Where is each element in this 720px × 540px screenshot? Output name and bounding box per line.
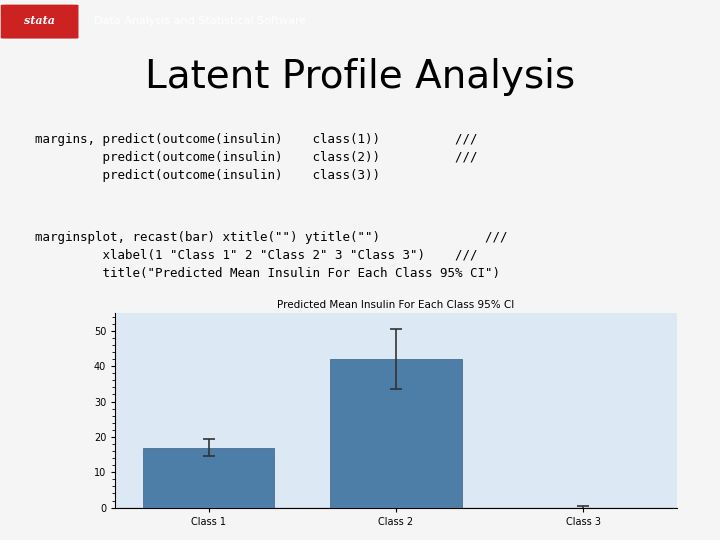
- Text: Data Analysis and Statistical Software: Data Analysis and Statistical Software: [94, 16, 306, 26]
- Bar: [518, 508, 649, 525]
- Text: margins, predict(outcome(insulin)    class(1))          ///
         predict(out: margins, predict(outcome(insulin) class(…: [35, 133, 478, 183]
- Text: stata: stata: [24, 15, 55, 26]
- Text: Latent Profile Analysis: Latent Profile Analysis: [145, 58, 575, 96]
- FancyBboxPatch shape: [0, 4, 79, 39]
- Bar: [330, 359, 462, 508]
- Bar: [143, 448, 274, 508]
- Text: marginsplot, recast(bar) xtitle("") ytitle("")              ///
         xlabel(: marginsplot, recast(bar) xtitle("") ytit…: [35, 231, 508, 280]
- Title: Predicted Mean Insulin For Each Class 95% CI: Predicted Mean Insulin For Each Class 95…: [277, 300, 515, 309]
